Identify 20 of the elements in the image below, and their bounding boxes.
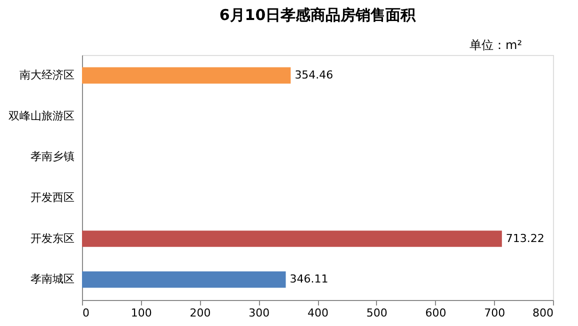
y-tick-label: 开发东区 [30,232,74,245]
y-tick-label: 孝南城区 [30,272,74,286]
x-tick-label: 700 [484,306,506,320]
text: 单位：m² [470,38,522,52]
data-label: 713.22 [506,232,544,245]
y-tick-label: 开发西区 [30,190,74,204]
x-tick-label: 800 [532,306,554,320]
y-tick-label: 孝南乡镇 [30,150,74,164]
data-label: 346.11 [290,272,328,286]
y-tick-label: 南大经济区 [20,68,74,82]
chart-title: 6月10日孝感商品房销售面积 [219,6,417,24]
x-tick-label: 600 [425,306,446,320]
x-tick-label: 500 [366,306,388,320]
x-tick-label: 200 [190,306,211,320]
data-label: 354.46 [294,68,334,82]
x-tick-label: 400 [308,306,328,320]
x-tick-label: 300 [248,306,270,320]
x-tick-label: 0 [82,306,90,320]
y-tick-label: 双峰山旅游区 [8,109,74,122]
x-tick-label: 100 [130,306,152,320]
